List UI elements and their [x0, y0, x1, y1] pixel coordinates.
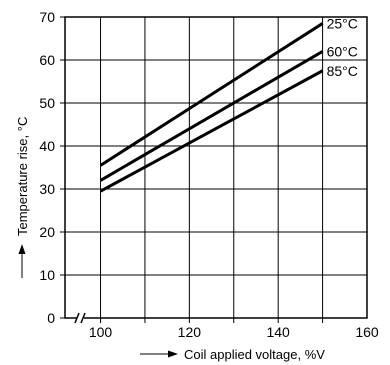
series-label-2: 60°C — [327, 43, 358, 59]
y-axis-title: Temperature rise, °C — [15, 117, 30, 236]
y-tick-label: 60 — [39, 52, 55, 68]
x-axis-title-group: Coil applied voltage, %V — [140, 347, 325, 362]
x-axis-break — [74, 312, 86, 324]
series-labels: 25°C 60°C 85°C — [327, 15, 358, 78]
series-line-3 — [99, 69, 324, 193]
y-tick-label: 70 — [39, 9, 55, 25]
grid — [65, 17, 367, 318]
axis-break-gap — [77, 313, 84, 323]
y-tick-label: 30 — [39, 181, 55, 197]
y-tick-label: 10 — [39, 267, 55, 283]
y-tick-label: 40 — [39, 138, 55, 154]
x-tick-label: 100 — [89, 324, 113, 340]
plot-frame — [64, 16, 368, 319]
axis-break-mark — [80, 312, 86, 324]
x-tick-label: 140 — [266, 324, 290, 340]
series — [99, 22, 324, 193]
y-tick-label: 20 — [39, 224, 55, 240]
ticks — [60, 16, 324, 323]
x-tick-label: 120 — [178, 324, 202, 340]
x-tick-label: 160 — [355, 324, 379, 340]
y-tick-label: 0 — [47, 310, 55, 326]
x-axis-title: Coil applied voltage, %V — [184, 347, 325, 362]
y-axis-title-group: Temperature rise, °C — [15, 117, 30, 278]
series-label-3: 85°C — [327, 63, 358, 79]
axis-break-mark — [74, 312, 80, 324]
series-line-1 — [99, 22, 324, 167]
y-axis-arrow-head — [18, 244, 26, 254]
x-axis-arrow-head — [168, 350, 178, 358]
series-line-2 — [99, 50, 324, 182]
series-label-1: 25°C — [327, 15, 358, 31]
tick-labels: 100 120 140 160 0 10 20 30 40 50 60 70 — [39, 9, 378, 340]
y-tick-label: 50 — [39, 95, 55, 111]
